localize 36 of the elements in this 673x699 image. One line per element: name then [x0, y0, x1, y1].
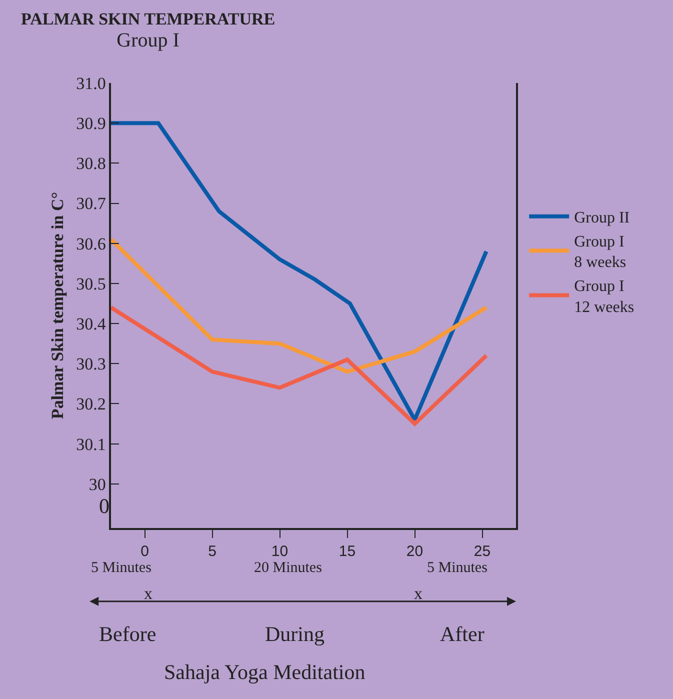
- legend-label: Group I 8 weeks: [574, 233, 626, 272]
- text: 5 Minutes: [91, 560, 152, 576]
- text: 20 Minutes: [254, 560, 322, 576]
- x-tick-label: 15: [338, 542, 356, 560]
- line-series: [111, 306, 488, 426]
- y-tick-label: 30.5: [76, 274, 106, 294]
- text: 0: [99, 494, 110, 518]
- x-tick-label: 25: [474, 542, 491, 560]
- y-tick-label: 30.6: [76, 234, 106, 254]
- y-tick-label: 30.9: [76, 114, 106, 134]
- text: During: [265, 622, 325, 646]
- y-axis-title: Palmar Skin temperature in C°: [48, 192, 68, 420]
- x-tick-label: 20: [406, 542, 424, 560]
- text: After: [440, 622, 484, 646]
- line-series: [111, 237, 488, 374]
- x-axis-title: Sahaja Yoga Meditation: [164, 660, 366, 684]
- text: x: [414, 584, 423, 603]
- y-tick-label: 31.0: [76, 74, 106, 93]
- chart-subtitle: Group I: [116, 30, 180, 52]
- legend-label: Group I 12 weeks: [574, 278, 634, 316]
- y-tick-label: 30.1: [76, 434, 106, 454]
- text: 5 Minutes: [427, 560, 488, 576]
- y-tick-label: 30.4: [76, 314, 106, 334]
- y-tick-label: 30.2: [76, 394, 106, 414]
- text: x: [144, 584, 153, 603]
- line-series: [111, 121, 488, 422]
- legend-label: Group II: [574, 210, 630, 227]
- text: Before: [99, 622, 156, 646]
- x-tick-label: 5: [208, 542, 216, 560]
- x-tick-label: 10: [271, 542, 288, 560]
- x-tick-label: 0: [140, 542, 149, 560]
- chart-title: PALMAR SKIN TEMPERATURE: [21, 9, 276, 28]
- y-tick-label: 30.3: [76, 354, 106, 374]
- y-tick-label: 30.7: [76, 194, 106, 214]
- y-tick-label: 30: [88, 474, 106, 494]
- y-tick-label: 30.8: [76, 154, 106, 174]
